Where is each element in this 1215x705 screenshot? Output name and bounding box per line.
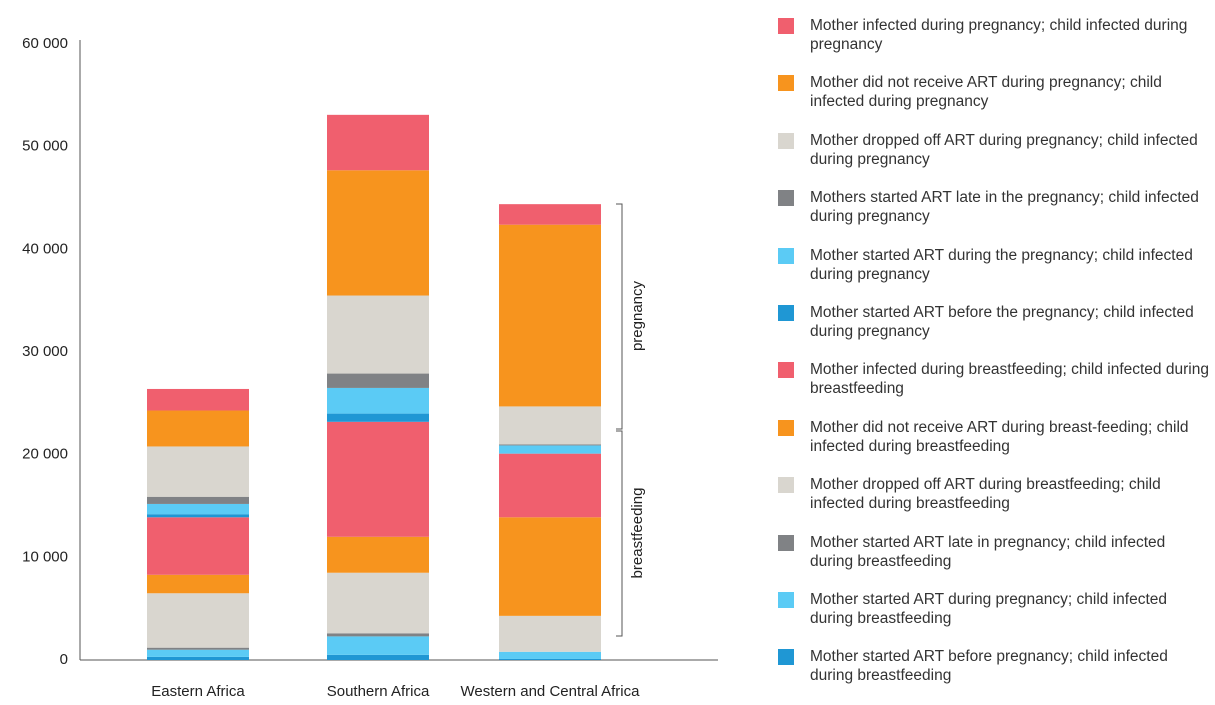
bar-segment [327,636,429,655]
y-tick-label: 0 [60,651,68,668]
legend-item: Mother did not receive ART during breast… [776,418,1212,475]
x-tick-label: Western and Central Africa [461,683,641,700]
legend-swatch [778,18,794,34]
legend-label: Mother did not receive ART during pregna… [810,74,1162,111]
legend-item: Mother did not receive ART during pregna… [776,73,1212,130]
legend-item: Mother infected during pregnancy; child … [776,16,1212,73]
y-tick-label: 50 000 [22,138,68,155]
y-tick-label: 20 000 [22,446,68,463]
legend-swatch [778,132,794,149]
legend-swatch [778,591,794,608]
bar-segment [327,421,429,537]
bar-segment [147,514,249,518]
legend-item: Mother dropped off ART during breastfeed… [776,475,1212,532]
bar-segment [327,572,429,634]
bar-segment [327,114,429,171]
bar-segment [147,446,249,497]
legend-item: Mother dropped off ART during pregnancy;… [776,131,1212,188]
legend-label: Mother started ART during pregnancy; chi… [810,590,1167,627]
legend-swatch [778,190,794,207]
bar-segment [327,413,429,422]
legend-item: Mother started ART before the pregnancy;… [776,303,1212,360]
legend-label: Mother started ART late in pregnancy; ch… [810,533,1166,570]
y-tick-label: 30 000 [22,343,68,360]
legend-item: Mother started ART before pregnancy; chi… [776,647,1212,704]
chart: pregnancy breastfeeding 0 10 000 20 000 30 … [22,35,718,700]
legend-label: Mothers started ART late in the pregnanc… [810,189,1199,226]
bar-segment [327,536,429,573]
legend-item: Mother started ART late in pregnancy; ch… [776,533,1212,590]
x-tick-label: Eastern Africa [151,683,245,700]
bar-segment [499,517,601,616]
bar-segment [499,445,601,454]
legend-swatch [778,75,794,92]
legend-label: Mother started ART before the pregnancy;… [810,303,1194,340]
bar-segment [499,658,601,660]
legend: Mother infected during pregnancy; child … [776,16,1212,705]
legend-label: Mother infected during breastfeeding; ch… [810,361,1209,398]
bar-segment [499,204,601,225]
pregnancy-bracket [616,203,623,430]
legend-item: Mother started ART during the pregnancy;… [776,246,1212,303]
x-tick-label: Southern Africa [327,683,430,700]
legend-label: Mother started ART during the pregnancy;… [810,246,1193,283]
bar-segment [499,224,601,407]
legend-swatch [778,649,794,666]
legend-swatch [778,419,794,436]
bar-segment [147,647,249,650]
legend-swatch [778,304,794,321]
legend-item: Mother infected during breastfeeding; ch… [776,360,1212,417]
bar-segment [327,373,429,388]
bar-segment [499,453,601,518]
bar-segment [499,651,601,659]
legend-label: Mother started ART before pregnancy; chi… [810,648,1168,685]
y-tick-label: 40 000 [22,240,68,257]
bar-segment [147,496,249,504]
legend-item: Mothers started ART late in the pregnanc… [776,188,1212,245]
annotation: breastfeeding [629,488,646,579]
legend-label: Mother did not receive ART during breast… [810,418,1189,455]
legend-swatch [778,247,794,264]
legend-swatch [778,534,794,551]
y-tick-label: 60 000 [22,35,68,52]
breastfeeding-bracket [616,430,623,637]
legend-swatch [778,477,794,494]
bar-segment [327,295,429,374]
legend-label: Mother infected during pregnancy; child … [810,17,1188,53]
bar-segment [147,410,249,447]
bar-segment [147,649,249,657]
legend-item: Mother started ART during pregnancy; chi… [776,590,1212,647]
bar-segment [327,170,429,296]
legend-label: Mother dropped off ART during pregnancy;… [810,131,1198,168]
bar-segment [147,593,249,648]
bar-segment [147,388,249,411]
bar-segment [499,406,601,445]
bar-segment [499,615,601,652]
bar-segment [327,387,429,414]
legend-label: Mother dropped off ART during breastfeed… [810,476,1161,513]
bar-segment [147,656,249,660]
bar-segment [147,503,249,515]
bar-segment [327,654,429,660]
bar-segment [327,633,429,637]
legend-swatch [778,362,794,379]
bar-segment [499,444,601,446]
y-tick-label: 10 000 [22,548,68,565]
bar-segment [147,517,249,575]
annotation: pregnancy [629,280,646,351]
bar-segment [147,574,249,594]
